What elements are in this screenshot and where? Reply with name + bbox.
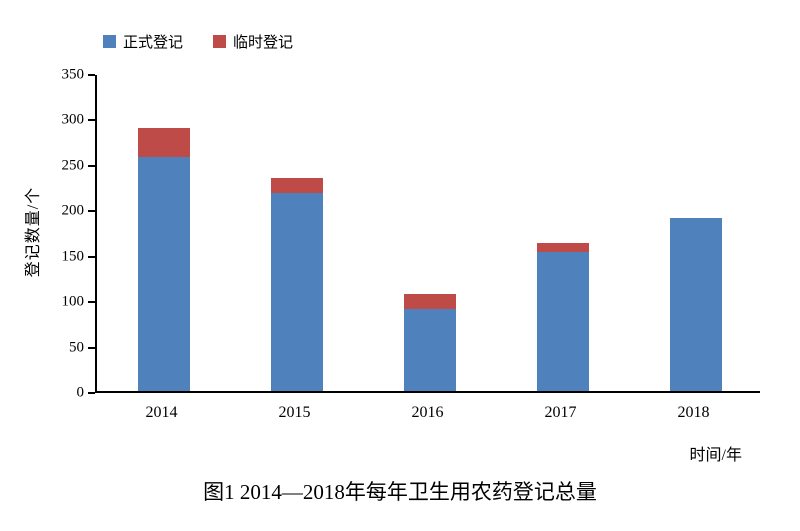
bar-segment-2017: [536, 242, 589, 252]
x-tick-label: 2015: [278, 404, 311, 421]
bar-segment-2018: [669, 218, 722, 391]
y-tick-label: 250: [61, 157, 85, 174]
y-tick-mark: [88, 255, 95, 258]
y-axis-title: 登记数量/个: [25, 186, 42, 278]
y-tick-mark: [88, 301, 95, 304]
bar-segment-2015: [270, 177, 323, 193]
y-tick-label: 0: [76, 384, 85, 401]
bar-segment-2016: [403, 293, 456, 310]
y-tick-mark: [88, 119, 95, 122]
y-tick-label: 100: [61, 293, 85, 310]
x-axis-title: 时间/年: [689, 447, 742, 464]
y-tick-label: 150: [61, 248, 85, 265]
y-tick-label: 200: [61, 202, 85, 219]
x-tick-label: 2016: [411, 404, 444, 421]
y-tick-mark: [88, 392, 95, 394]
y-tick-label: 50: [69, 339, 84, 356]
bar-segment-2014: [137, 127, 190, 157]
y-tick-mark: [88, 164, 95, 167]
x-tick-label: 2014: [145, 404, 178, 421]
y-tick-label: 350: [61, 66, 85, 83]
figure-caption: 图1 2014—2018年每年卫生用农药登记总量: [203, 480, 597, 504]
plot-area: [95, 75, 760, 393]
legend: 正式登记 临时登记: [103, 31, 293, 52]
bar-segment-2015: [270, 192, 323, 391]
legend-label-temporary: 临时登记: [233, 35, 294, 51]
legend-item-temporary: 临时登记: [213, 31, 293, 52]
x-tick-label: 2018: [677, 404, 710, 421]
legend-swatch-temporary-icon: [213, 35, 227, 48]
legend-label-formal: 正式登记: [123, 35, 184, 51]
legend-swatch-formal-icon: [103, 35, 116, 48]
y-tick-mark: [88, 210, 95, 213]
bar-segment-2017: [536, 252, 589, 391]
bar-segment-2016: [403, 309, 456, 391]
x-tick-label: 2017: [544, 404, 577, 421]
y-tick-mark: [88, 346, 95, 349]
y-tick-label: 300: [61, 111, 85, 128]
y-tick-mark: [88, 74, 95, 76]
legend-item-formal: 正式登记: [103, 31, 183, 52]
bar-segment-2014: [137, 156, 190, 391]
